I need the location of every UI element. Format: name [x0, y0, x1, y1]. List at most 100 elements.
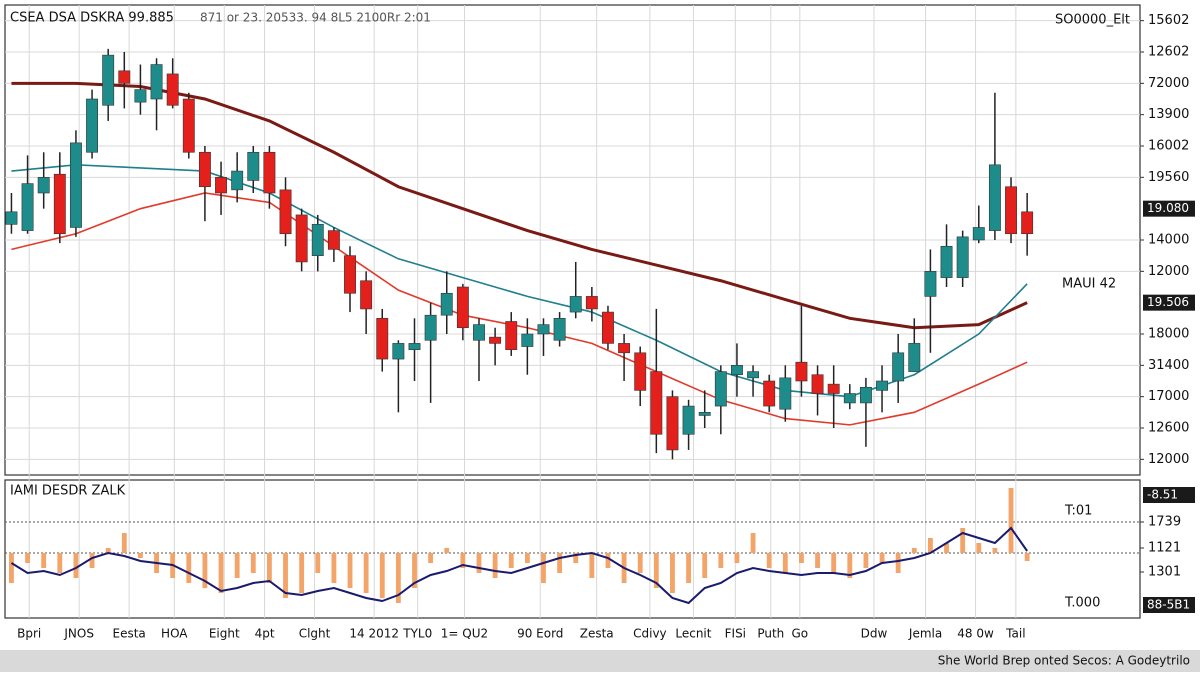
y-tick-label: 19560	[1148, 170, 1189, 185]
indicator-bar	[750, 533, 756, 553]
chart-title: CSEA DSA DSKRA 99.885	[10, 11, 174, 26]
candle-body	[843, 393, 856, 404]
candle-body	[440, 292, 453, 316]
candle-body	[731, 365, 743, 376]
candle-body	[602, 311, 614, 344]
candle-body	[456, 286, 469, 329]
price-tag-label: 19.080	[1147, 201, 1189, 215]
candle-body	[311, 224, 324, 256]
indicator-bar	[605, 553, 611, 568]
indicator-bar	[266, 553, 272, 583]
candle-body	[231, 170, 244, 191]
y-tick-label: 18000	[1148, 327, 1189, 342]
indicator-bar	[41, 553, 47, 568]
candle-body	[618, 343, 631, 354]
moving-average	[11, 81, 1028, 330]
marks: 15602 12602 72000 13900 16002 19560 14000 12000…	[5, 5, 1195, 641]
candle-body	[714, 371, 727, 407]
y-tick-label: 13900	[1148, 107, 1189, 122]
indicator-bar	[412, 553, 417, 588]
indicator-bar	[589, 553, 595, 578]
candle-body	[295, 214, 308, 263]
indicator-bar	[976, 543, 982, 553]
y-tick-label: 31400	[1148, 358, 1189, 373]
annotation: MAUI 42	[1062, 277, 1116, 292]
x-tick-label: 48 0w	[957, 627, 994, 641]
indicator-bar	[395, 553, 401, 603]
upper-label: T:01	[1064, 504, 1092, 519]
indicator-bar	[782, 553, 788, 573]
x-tick-label: Cdivy	[633, 627, 667, 641]
indicator-bar	[734, 553, 740, 563]
x-tick-label: 1= QU2	[441, 627, 488, 641]
x-tick-label: Puth	[757, 627, 784, 641]
candle-body	[988, 164, 1001, 231]
indicator-bar	[89, 553, 95, 568]
candle-body	[102, 54, 115, 106]
candle-body	[37, 177, 50, 194]
candle-body	[940, 245, 953, 278]
x-tick-label: Lecnit	[675, 627, 711, 641]
candle-body	[779, 377, 792, 410]
x-tick-label: 14 2012	[349, 627, 399, 641]
indicator-bar	[9, 553, 14, 583]
indicator-bar	[944, 543, 949, 553]
indicator-bar	[508, 553, 514, 568]
candle-body	[424, 314, 437, 341]
x-tick-label: Bpri	[17, 627, 41, 641]
footer-bar	[0, 650, 1200, 672]
candle-body	[698, 412, 711, 416]
indicator-bar	[686, 553, 691, 583]
moving-average	[11, 163, 1028, 398]
indicator-bar	[863, 553, 869, 568]
lower-label: T.000	[1064, 596, 1100, 611]
x-tick-label: Eight	[209, 627, 240, 641]
y-tick-label: 12000	[1148, 452, 1189, 467]
candle-body	[682, 405, 695, 435]
indicator-bar	[202, 553, 208, 588]
indicator-bar	[879, 553, 885, 563]
candle-body	[859, 386, 872, 404]
indicator-bar	[218, 553, 224, 593]
y-tick-label: 16002	[1148, 139, 1189, 154]
candle-body	[956, 236, 969, 278]
chart-subtitle: 871 or 23. 20533. 94 8L5 2100Rr 2:01	[200, 11, 431, 25]
candle-body	[811, 374, 824, 394]
candle-body	[585, 296, 598, 310]
corner-label: SO0000_Elt	[1055, 13, 1130, 28]
price-tag-label: -8.51	[1147, 488, 1178, 502]
indicator-bar	[847, 553, 853, 578]
indicator-bar	[283, 553, 288, 598]
indicator-bar	[524, 553, 530, 563]
candle-body	[908, 343, 921, 372]
candle-body	[827, 383, 840, 394]
candle-body	[924, 271, 937, 297]
indicator-bar	[234, 553, 240, 578]
candle-body	[521, 333, 534, 347]
indicator-bar	[379, 553, 385, 598]
indicator-bar	[799, 553, 804, 563]
indicator-bar	[637, 553, 643, 573]
indicator-bar	[702, 553, 708, 578]
x-tick-label: Eesta	[113, 627, 146, 641]
candle-body	[489, 336, 502, 344]
candle-body	[53, 173, 66, 235]
price-tag-label: 19.506	[1147, 295, 1189, 309]
candle-body	[892, 352, 905, 382]
y-tick-label: 14000	[1148, 233, 1189, 248]
y-tick-label: 72000	[1148, 76, 1189, 91]
indicator-bar	[25, 553, 30, 563]
indicator-bar	[573, 553, 579, 563]
candle-body	[666, 396, 679, 451]
x-tick-label: HOA	[161, 627, 188, 641]
candle-body	[553, 318, 566, 341]
candle-body	[247, 151, 260, 181]
candle-body	[763, 380, 776, 407]
x-tick-label: 90 Eord	[517, 627, 563, 641]
price-tag-label: 88-5B1	[1147, 598, 1190, 612]
price-tag	[1143, 294, 1195, 311]
candle-body	[1005, 186, 1017, 235]
indicator-bar	[718, 553, 724, 568]
indicator-bar	[121, 533, 127, 553]
